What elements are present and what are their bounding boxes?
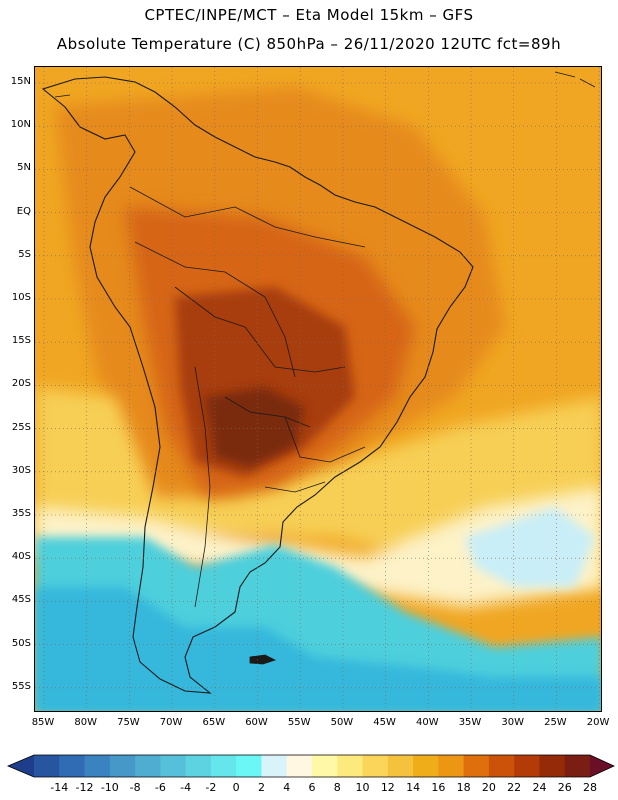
lon-label: 60W xyxy=(245,717,268,728)
lon-label: 20W xyxy=(586,717,610,728)
lat-label: 20S xyxy=(11,378,31,390)
colorbar-swatch xyxy=(109,755,136,777)
colorbar-tick: 12 xyxy=(380,781,395,794)
map-panel xyxy=(34,66,602,712)
colorbar-swatch xyxy=(438,755,465,777)
colorbar-tick: 18 xyxy=(456,781,471,794)
colorbar-swatch xyxy=(514,755,540,777)
title-line-2: Absolute Temperature (C) 850hPa – 26/11/… xyxy=(56,35,562,53)
colorbar-swatch xyxy=(261,755,288,777)
colorbar-tick: 26 xyxy=(557,781,572,794)
lat-label: EQ xyxy=(16,205,31,217)
hottest-core-zone xyxy=(205,387,305,467)
colorbar-tick: -8 xyxy=(129,781,141,794)
lon-label: 25W xyxy=(544,717,567,728)
colorbar-swatch xyxy=(34,755,60,777)
lon-label: 65W xyxy=(202,717,226,728)
temperature-map xyxy=(35,67,601,711)
colorbar-outline xyxy=(6,754,615,778)
colorbar-tick: 22 xyxy=(507,781,522,794)
falkland-islands xyxy=(249,654,277,665)
colorbar-swatch xyxy=(387,755,414,777)
lon-label: 45W xyxy=(373,717,396,728)
country-borders xyxy=(129,186,366,608)
colder-ocean-zone xyxy=(35,587,601,711)
colorbar-tick: -10 xyxy=(100,781,119,794)
colorbar-tick: 2 xyxy=(257,781,265,794)
colorbar-swatch xyxy=(210,755,237,777)
lat-label: 15S xyxy=(11,335,31,347)
lat-label: 50S xyxy=(11,637,31,649)
colorbar-min-arrow xyxy=(8,755,34,777)
lat-label: 55S xyxy=(11,680,31,692)
lat-label: 15N xyxy=(10,76,31,87)
colorbar-swatch xyxy=(463,755,490,777)
colorbar-swatch xyxy=(539,755,566,777)
colorbar-tick: -2 xyxy=(205,781,217,794)
pale-zone xyxy=(35,487,601,607)
colorbar-swatch xyxy=(160,755,187,777)
colorbar-swatch xyxy=(135,755,161,777)
colorbar-swatch xyxy=(362,755,389,777)
colorbar-tick: 24 xyxy=(532,781,547,794)
colorbar-tick: 6 xyxy=(308,781,316,794)
colorbar-tick: 0 xyxy=(232,781,240,794)
lon-label: 75W xyxy=(117,717,140,728)
lat-label: 30S xyxy=(11,464,31,476)
lon-label: 40W xyxy=(415,717,439,728)
colorbar-tick: 8 xyxy=(333,781,341,794)
title-line-1: CPTEC/INPE/MCT – Eta Model 15km – GFS xyxy=(144,6,474,24)
lat-label: 10S xyxy=(11,292,31,303)
colorbar-swatch xyxy=(564,755,591,777)
south-america-coastline xyxy=(41,76,474,694)
colorbar-swatch xyxy=(488,755,515,777)
lat-label: 10N xyxy=(10,119,31,131)
lat-label: 5N xyxy=(17,162,31,174)
colorbar-swatch xyxy=(413,755,439,777)
colorbar-tick: -12 xyxy=(75,781,94,794)
lat-lon-grid xyxy=(35,67,601,711)
lat-label: 40S xyxy=(11,551,31,563)
lon-label: 50W xyxy=(330,717,354,728)
colorbar-tick: 10 xyxy=(355,781,370,794)
lon-label: 70W xyxy=(159,717,183,728)
colorbar-tick: 4 xyxy=(283,781,291,794)
lon-label: 55W xyxy=(287,717,311,728)
colorbar-tick: -6 xyxy=(154,781,166,794)
temperature-colorbar xyxy=(6,754,615,778)
lat-label: 5S xyxy=(18,248,31,260)
cold-pocket xyxy=(465,507,595,587)
colorbar-tick: 16 xyxy=(431,781,446,794)
lat-label: 25S xyxy=(11,421,31,433)
lat-label: 45S xyxy=(11,594,31,606)
colorbar-swatch xyxy=(185,755,212,777)
colorbar-tick: 14 xyxy=(406,781,421,794)
lat-label: 35S xyxy=(11,508,31,519)
colorbar-tick: -4 xyxy=(180,781,192,794)
colorbar-swatch xyxy=(286,755,313,777)
colorbar-max-arrow xyxy=(590,755,614,777)
colorbar-swatch xyxy=(84,755,111,777)
colorbar-tick: -14 xyxy=(50,781,69,794)
colorbar-swatch xyxy=(236,755,262,777)
lon-label: 80W xyxy=(74,717,97,728)
lon-label: 35W xyxy=(458,717,482,728)
colorbar-tick: 20 xyxy=(481,781,496,794)
colorbar-swatch xyxy=(59,755,86,777)
lon-label: 85W xyxy=(31,717,55,728)
lon-label: 30W xyxy=(501,717,524,728)
colorbar-swatch xyxy=(312,755,338,777)
colorbar-tick: 28 xyxy=(583,781,597,794)
colorbar-swatch xyxy=(337,755,364,777)
